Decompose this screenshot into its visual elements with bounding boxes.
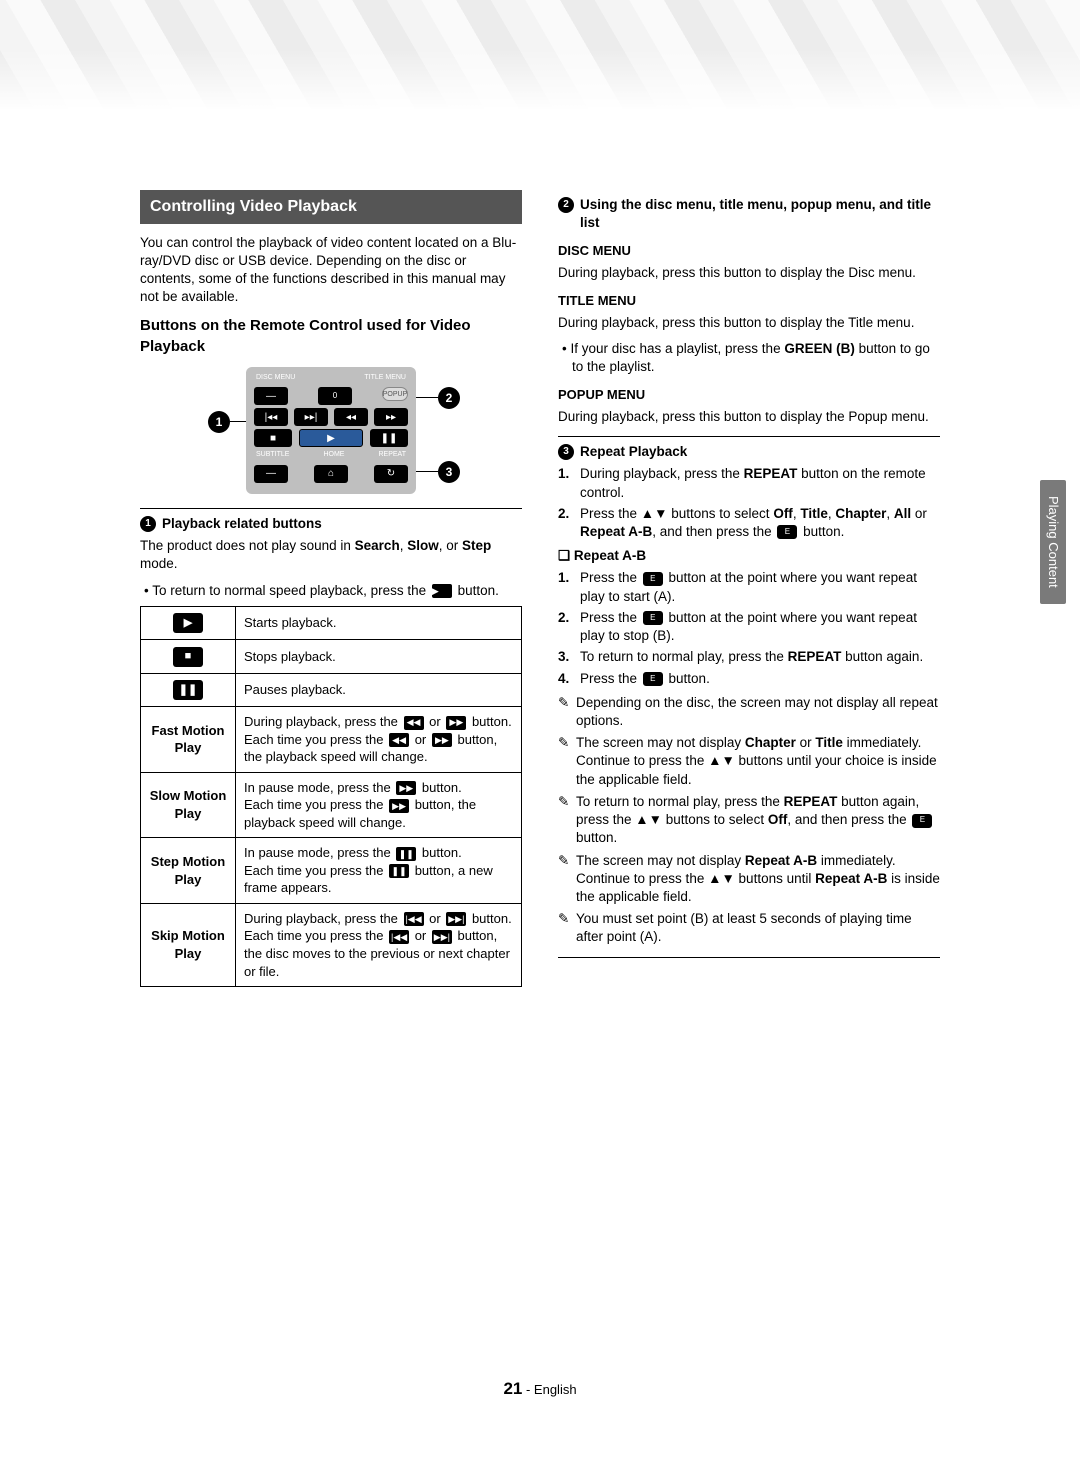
- note: ✎You must set point (B) at least 5 secon…: [558, 910, 940, 946]
- title-menu-p: During playback, press this button to di…: [558, 314, 940, 332]
- disc-menu-h: DISC MENU: [558, 242, 940, 260]
- callout-1: 1: [208, 411, 230, 433]
- callout-3: 3: [438, 461, 460, 483]
- note: ✎The screen may not display Chapter or T…: [558, 734, 940, 789]
- skipfwd-icon: ▶▶|: [446, 912, 466, 926]
- skipback-icon: |◀◀: [404, 912, 424, 926]
- disc-menu-p: During playback, press this button to di…: [558, 264, 940, 282]
- repeat-ab-h: Repeat A-B: [574, 547, 940, 565]
- play-icon: ▶: [432, 584, 452, 598]
- fastfwd-icon: ▶▶: [446, 716, 466, 730]
- repeat-ab-steps: 1.Press the E button at the point where …: [558, 569, 940, 687]
- repeat-steps: 1.During playback, press the REPEAT butt…: [558, 465, 940, 541]
- enter-icon: E: [643, 611, 663, 625]
- enter-icon: E: [912, 814, 932, 828]
- group3-heading: 3 Repeat Playback: [558, 443, 940, 461]
- playback-table: ▶Starts playback. ■Stops playback. ❚❚Pau…: [140, 606, 522, 987]
- popup-menu-h: POPUP MENU: [558, 386, 940, 404]
- note: ✎Depending on the disc, the screen may n…: [558, 694, 940, 730]
- group1-bullet: • To return to normal speed playback, pr…: [144, 582, 522, 600]
- intro-para: You can control the playback of video co…: [140, 234, 522, 307]
- enter-icon: E: [777, 525, 797, 539]
- note: ✎To return to normal play, press the REP…: [558, 793, 940, 848]
- pause-icon: ❚❚: [173, 680, 203, 700]
- remote-diagram: DISC MENUTITLE MENU — 0 POPUP |◂◂ ▸▸| ◂◂…: [140, 367, 522, 494]
- group2-heading: 2 Using the disc menu, title menu, popup…: [558, 196, 940, 232]
- section-title: Controlling Video Playback: [140, 190, 522, 224]
- fastfwd-icon: ▶▶: [396, 781, 416, 795]
- enter-icon: E: [643, 672, 663, 686]
- group1-heading: 1 Playback related buttons: [140, 515, 522, 533]
- rewind-icon: ◀◀: [404, 716, 424, 730]
- subheading: Buttons on the Remote Control used for V…: [140, 316, 522, 357]
- title-menu-bullet: • If your disc has a playlist, press the…: [562, 340, 940, 376]
- note: ✎The screen may not display Repeat A-B i…: [558, 852, 940, 907]
- callout-2: 2: [438, 387, 460, 409]
- group1-lead: The product does not play sound in Searc…: [140, 537, 522, 573]
- popup-menu-p: During playback, press this button to di…: [558, 408, 940, 426]
- page-footer: 21 - English: [0, 1378, 1080, 1401]
- play-icon: ▶: [173, 613, 203, 633]
- title-menu-h: TITLE MENU: [558, 292, 940, 310]
- pause-icon: ❚❚: [396, 847, 416, 861]
- stop-icon: ■: [173, 647, 203, 667]
- side-tab: Playing Content: [1040, 480, 1066, 604]
- enter-icon: E: [643, 572, 663, 586]
